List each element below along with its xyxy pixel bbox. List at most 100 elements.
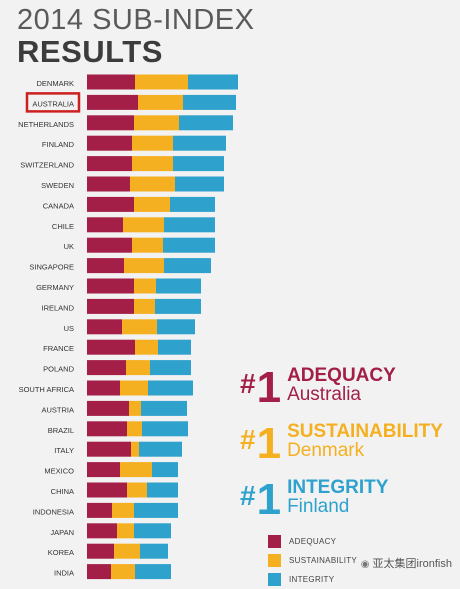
- category-label: SINGAPORE: [29, 263, 74, 272]
- bar-segment-integrity: [134, 523, 171, 539]
- bar-segment-sustainability: [117, 523, 134, 539]
- bar-segment-integrity: [147, 482, 178, 498]
- bar-segment-sustainability: [134, 115, 179, 131]
- bar-segment-integrity: [163, 237, 215, 253]
- chart-legend: ADEQUACY SUSTAINABILITY INTEGRITY: [268, 532, 357, 589]
- bar-segment-adequacy: [87, 135, 132, 151]
- winner-country: Australia: [287, 384, 361, 405]
- bar-segment-integrity: [148, 380, 193, 396]
- legend-swatch: [268, 572, 281, 586]
- winner-country: Finland: [287, 496, 350, 517]
- bar-segment-adequacy: [87, 564, 111, 580]
- bar-segment-integrity: [173, 135, 226, 151]
- bar-segment-sustainability: [126, 360, 150, 376]
- highlight-box: [25, 92, 81, 113]
- bar-segment-sustainability: [122, 319, 157, 335]
- bar-segment-adequacy: [87, 441, 131, 457]
- bar-segment-integrity: [155, 298, 201, 314]
- bar-segment-integrity: [142, 421, 188, 437]
- bar-segment-integrity: [164, 258, 211, 274]
- winner-rank: 1: [256, 475, 282, 524]
- category-label: INDIA: [54, 569, 74, 578]
- bar-segment-integrity: [134, 502, 178, 518]
- category-label: FINLAND: [42, 140, 75, 149]
- bar-segment-integrity: [164, 217, 215, 233]
- winner-adequacy: # 1 ADEQUACY Australia: [240, 366, 443, 422]
- bar-segment-sustainability: [138, 94, 183, 110]
- category-label: ITALY: [54, 446, 74, 455]
- bar-segment-sustainability: [134, 298, 155, 314]
- category-label: BRAZIL: [48, 426, 74, 435]
- bar-segment-adequacy: [87, 176, 130, 192]
- bar-segment-sustainability: [120, 380, 148, 396]
- legend-swatch: [268, 553, 281, 567]
- bar-segment-integrity: [140, 543, 168, 559]
- legend-item-sustainability: SUSTAINABILITY: [268, 551, 357, 569]
- bar-segment-adequacy: [87, 278, 134, 294]
- bar-segment-adequacy: [87, 502, 112, 518]
- winner-hash: #: [240, 480, 256, 511]
- bar-segment-adequacy: [87, 482, 127, 498]
- bar-segment-sustainability: [135, 74, 188, 90]
- winner-hash: #: [240, 424, 256, 455]
- legend-item-integrity: INTEGRITY: [268, 570, 357, 588]
- wechat-icon: ◉: [360, 559, 370, 570]
- bar-segment-integrity: [157, 319, 195, 335]
- bar-segment-adequacy: [87, 400, 129, 416]
- winner-category: INTEGRITY: [287, 477, 389, 498]
- category-label: NETHERLANDS: [18, 120, 74, 129]
- category-label: CANADA: [43, 201, 74, 210]
- legend-swatch: [268, 534, 281, 548]
- category-label: IRELAND: [41, 303, 74, 312]
- bar-segment-adequacy: [87, 94, 138, 110]
- bar-segment-sustainability: [112, 502, 134, 518]
- bar-segment-adequacy: [87, 237, 132, 253]
- category-label: UK: [64, 242, 74, 251]
- category-label: SWITZERLAND: [20, 161, 74, 170]
- bar-segment-integrity: [139, 441, 182, 457]
- bar-segment-sustainability: [124, 258, 164, 274]
- category-label: INDONESIA: [33, 507, 74, 516]
- winner-sustainability: # 1 SUSTAINABILITY Denmark: [240, 422, 443, 478]
- bar-segment-integrity: [141, 400, 187, 416]
- category-label: JAPAN: [50, 528, 74, 537]
- bar-segment-integrity: [183, 94, 236, 110]
- bar-segment-integrity: [188, 74, 238, 90]
- bar-segment-integrity: [156, 278, 201, 294]
- bar-segment-integrity: [150, 360, 191, 376]
- bar-segment-sustainability: [127, 482, 147, 498]
- winner-category: SUSTAINABILITY: [287, 421, 443, 442]
- bar-segment-adequacy: [87, 74, 135, 90]
- bar-segment-adequacy: [87, 523, 117, 539]
- bar-segment-adequacy: [87, 196, 134, 212]
- bar-segment-sustainability: [134, 196, 170, 212]
- bar-segment-sustainability: [127, 421, 142, 437]
- bar-segment-adequacy: [87, 156, 132, 172]
- winner-hash: #: [240, 368, 256, 399]
- category-label: SWEDEN: [41, 181, 74, 190]
- bar-segment-adequacy: [87, 319, 122, 335]
- bar-segment-sustainability: [129, 400, 141, 416]
- bar-segment-sustainability: [132, 237, 163, 253]
- bar-segment-integrity: [179, 115, 233, 131]
- category-label: AUSTRALIA: [32, 99, 74, 108]
- winner-rank: 1: [256, 419, 282, 468]
- bar-segment-sustainability: [111, 564, 135, 580]
- category-label: US: [64, 324, 74, 333]
- bar-segment-integrity: [170, 196, 215, 212]
- bar-segment-adequacy: [87, 258, 124, 274]
- bar-segment-integrity: [158, 339, 191, 355]
- bar-segment-adequacy: [87, 543, 114, 559]
- bar-segment-sustainability: [114, 543, 140, 559]
- legend-label: INTEGRITY: [289, 574, 335, 584]
- bar-segment-adequacy: [87, 115, 134, 131]
- watermark-text: 亚太集团ironfish: [372, 558, 452, 570]
- winner-category: ADEQUACY: [287, 365, 396, 386]
- bar-segment-adequacy: [87, 360, 126, 376]
- bar-segment-sustainability: [120, 462, 152, 478]
- bar-segment-sustainability: [123, 217, 164, 233]
- page-title-line2: RESULTS: [17, 34, 163, 69]
- bar-segment-integrity: [173, 156, 224, 172]
- page-title-line1: 2014 SUB-INDEX: [17, 4, 255, 36]
